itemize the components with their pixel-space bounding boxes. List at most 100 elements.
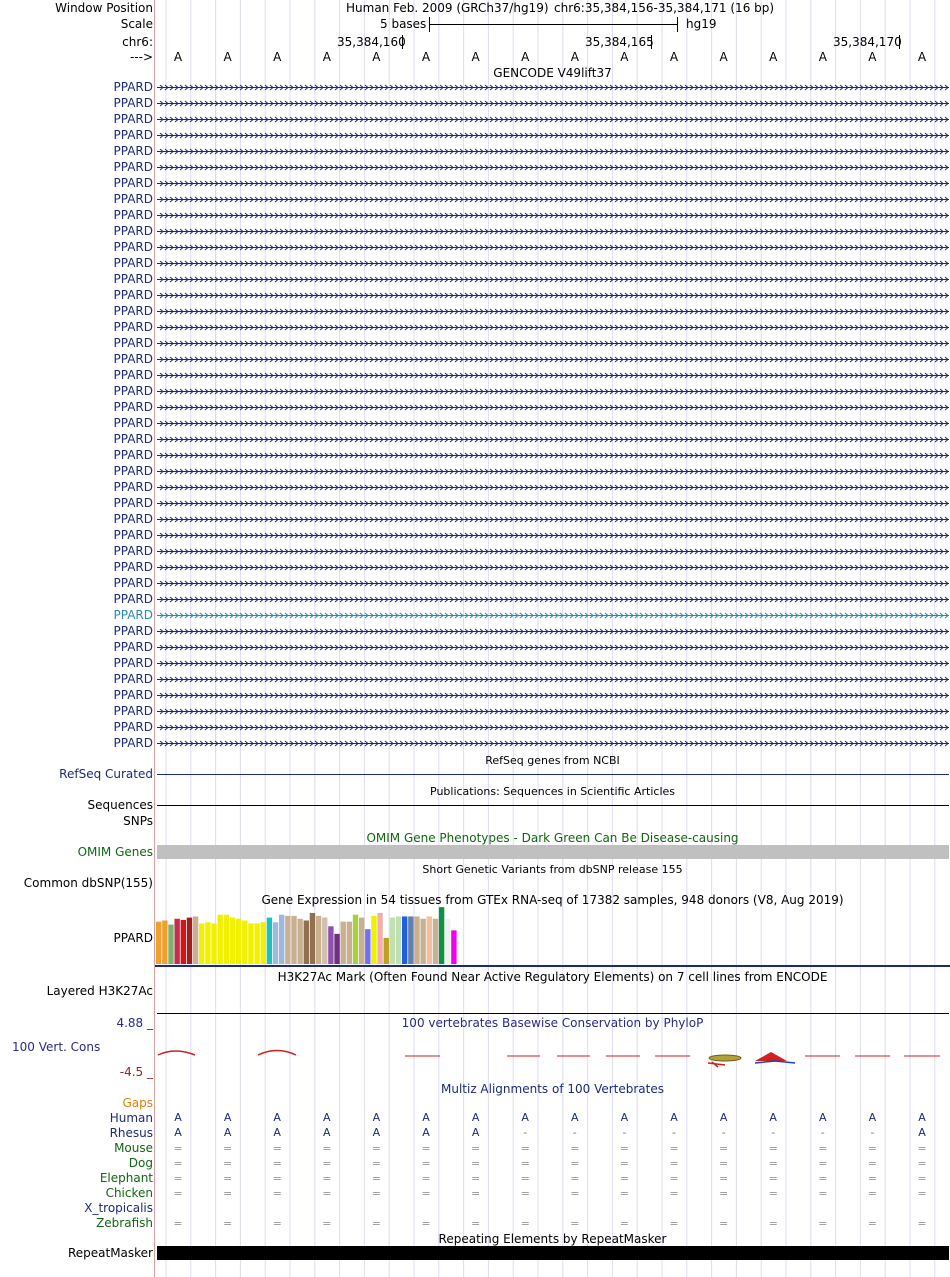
gtex-tissue-bar[interactable] (168, 924, 174, 964)
gtex-tissue-bar[interactable] (358, 917, 365, 964)
gtex-tissue-bar[interactable] (340, 921, 346, 964)
publications-track-label[interactable]: Sequences (87, 798, 153, 812)
gencode-transcript-line[interactable] (157, 436, 949, 443)
gtex-tissue-bar[interactable] (272, 922, 279, 964)
gencode-transcript-line[interactable] (157, 324, 949, 331)
gencode-transcript-line[interactable] (157, 596, 949, 603)
multiz-species-label[interactable]: Rhesus (109, 1126, 153, 1140)
gtex-tissue-bar[interactable] (174, 918, 180, 964)
multiz-species-label[interactable]: Mouse (114, 1141, 153, 1155)
gencode-transcript-label[interactable]: PPARD (113, 336, 154, 350)
gencode-transcript-label[interactable]: PPARD (113, 304, 154, 318)
gtex-tissue-bar[interactable] (162, 920, 168, 965)
gtex-expression-chart[interactable] (155, 907, 950, 967)
gencode-transcript-line[interactable] (157, 692, 949, 699)
gtex-track-title[interactable]: Gene Expression in 54 tissues from GTEx … (261, 893, 844, 907)
gtex-tissue-bar[interactable] (235, 918, 242, 964)
refseq-feature-line[interactable] (157, 774, 949, 775)
gencode-transcript-label[interactable]: PPARD (113, 672, 154, 686)
gencode-transcript-line[interactable] (157, 484, 949, 491)
gtex-tissue-bar[interactable] (180, 919, 186, 964)
gtex-tissue-bar[interactable] (352, 914, 359, 964)
multiz-species-label[interactable]: Zebrafish (96, 1216, 153, 1230)
gtex-tissue-bar[interactable] (420, 918, 426, 964)
phylop-track-title[interactable]: 100 vertebrates Basewise Conservation by… (401, 1016, 704, 1030)
gencode-transcript-line[interactable] (157, 228, 949, 235)
gtex-tissue-bar[interactable] (186, 917, 193, 964)
gencode-transcript-label[interactable]: PPARD (113, 224, 154, 238)
gtex-tissue-bar[interactable] (365, 929, 371, 964)
gencode-transcript-line[interactable] (157, 532, 949, 539)
gencode-transcript-line[interactable] (157, 660, 949, 667)
gtex-tissue-bar[interactable] (205, 922, 211, 964)
gencode-transcript-label[interactable]: PPARD (113, 512, 154, 526)
gencode-transcript-label[interactable]: PPARD (113, 608, 154, 622)
gtex-tissue-bar[interactable] (402, 916, 408, 964)
h3k27ac-track-title[interactable]: H3K27Ac Mark (Often Found Near Active Re… (277, 970, 828, 984)
gencode-transcript-line[interactable] (157, 100, 949, 107)
gencode-transcript-line[interactable] (157, 340, 949, 347)
gencode-transcript-label[interactable]: PPARD (113, 400, 154, 414)
gencode-transcript-line[interactable] (157, 548, 949, 555)
dbsnp-track-label[interactable]: Common dbSNP(155) (23, 876, 153, 890)
gtex-tissue-bar[interactable] (346, 921, 353, 964)
gtex-tissue-bar[interactable] (328, 926, 334, 964)
gencode-transcript-line[interactable] (157, 564, 949, 571)
gencode-transcript-label[interactable]: PPARD (113, 592, 154, 606)
gtex-tissue-bar[interactable] (199, 923, 205, 964)
gtex-tissue-bar[interactable] (266, 917, 273, 964)
gtex-tissue-bar[interactable] (291, 915, 297, 964)
gencode-transcript-label[interactable]: PPARD (113, 496, 154, 510)
gtex-tissue-bar[interactable] (451, 930, 457, 964)
gtex-tissue-bar[interactable] (217, 914, 223, 964)
gencode-transcript-label[interactable]: PPARD (113, 288, 154, 302)
gencode-transcript-label[interactable]: PPARD (113, 448, 154, 462)
publications-feature-line[interactable] (157, 805, 949, 806)
gtex-tissue-bar[interactable] (192, 916, 199, 964)
gencode-transcript-line[interactable] (157, 628, 949, 635)
omim-track-label[interactable]: OMIM Genes (77, 845, 153, 859)
gencode-transcript-label[interactable]: PPARD (113, 192, 154, 206)
gencode-transcript-label[interactable]: PPARD (113, 560, 154, 574)
gtex-tissue-bar[interactable] (377, 912, 383, 964)
gtex-tissue-bar[interactable] (309, 912, 316, 964)
multiz-species-label[interactable]: Human (109, 1111, 153, 1125)
gencode-transcript-label[interactable]: PPARD (113, 576, 154, 590)
gencode-transcript-label[interactable]: PPARD (113, 720, 154, 734)
gencode-transcript-label[interactable]: PPARD (113, 544, 154, 558)
gtex-tissue-bar[interactable] (432, 918, 439, 964)
gencode-transcript-line[interactable] (157, 116, 949, 123)
gtex-tissue-bar[interactable] (260, 922, 266, 964)
gtex-tissue-bar[interactable] (211, 923, 217, 964)
repeatmasker-track-title[interactable]: Repeating Elements by RepeatMasker (438, 1232, 667, 1246)
multiz-species-label[interactable]: Elephant (99, 1171, 153, 1185)
gencode-transcript-line[interactable] (157, 356, 949, 363)
gtex-tissue-bar[interactable] (303, 920, 309, 965)
gtex-tissue-bar[interactable] (297, 918, 303, 964)
gencode-transcript-label[interactable]: PPARD (113, 432, 154, 446)
multiz-track-title[interactable]: Multiz Alignments of 100 Vertebrates (440, 1082, 665, 1096)
gencode-transcript-label[interactable]: PPARD (113, 160, 154, 174)
gencode-transcript-label[interactable]: PPARD (113, 144, 154, 158)
h3k27ac-track-label[interactable]: Layered H3K27Ac (46, 984, 153, 998)
gtex-tissue-bar[interactable] (414, 916, 420, 964)
gencode-transcript-line[interactable] (157, 372, 949, 379)
gtex-tissue-bar[interactable] (254, 923, 260, 964)
gencode-transcript-line[interactable] (157, 308, 949, 315)
gtex-tissue-bar[interactable] (315, 915, 322, 964)
gencode-transcript-line[interactable] (157, 292, 949, 299)
snps-track-label[interactable]: SNPs (123, 814, 153, 828)
gencode-transcript-line[interactable] (157, 468, 949, 475)
gencode-transcript-label[interactable]: PPARD (113, 368, 154, 382)
gencode-transcript-line[interactable] (157, 420, 949, 427)
repeatmasker-track-label[interactable]: RepeatMasker (67, 1246, 153, 1260)
dbsnp-track-title[interactable]: Short Genetic Variants from dbSNP releas… (422, 863, 683, 876)
gencode-transcript-line[interactable] (157, 724, 949, 731)
gencode-transcript-label[interactable]: PPARD (113, 528, 154, 542)
gencode-transcript-line[interactable] (157, 644, 949, 651)
gencode-transcript-label[interactable]: PPARD (113, 208, 154, 222)
gtex-tissue-bar[interactable] (229, 917, 236, 964)
publications-track-title[interactable]: Publications: Sequences in Scientific Ar… (430, 785, 675, 798)
refseq-track-label[interactable]: RefSeq Curated (59, 767, 153, 781)
gencode-transcript-line[interactable] (157, 84, 949, 91)
